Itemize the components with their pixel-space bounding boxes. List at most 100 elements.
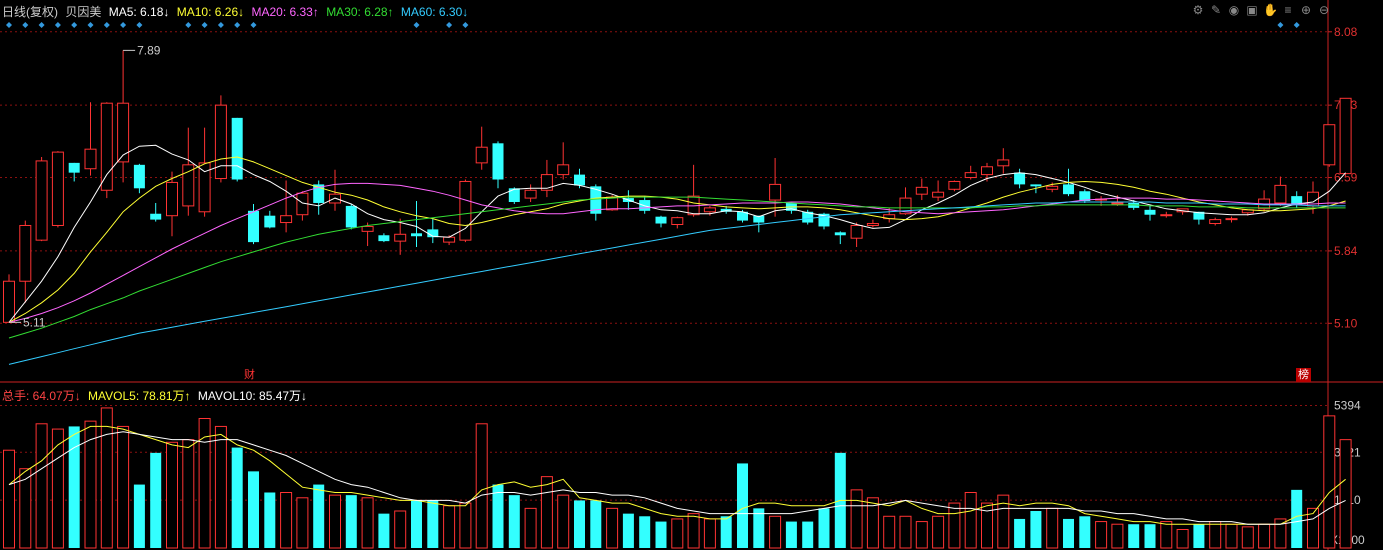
price-tick-label: 5.84 [1334,244,1358,258]
lock-icon[interactable]: ▣ [1246,3,1258,17]
candle-body [753,215,765,223]
candle-body [100,102,113,191]
candle-body [899,197,912,215]
ma-line-ma30 [8,196,1346,339]
gear-icon[interactable]: ⚙ [1192,3,1204,17]
candle-body [411,233,422,237]
pen-icon[interactable]: ✎ [1210,3,1222,17]
event-diamond-icon [120,22,127,28]
volume-bar [655,521,667,548]
event-diamond-icon [103,22,110,28]
event-diamond-icon [234,22,241,28]
ma5-legend: MA5: 6.18↓ [108,5,170,19]
volume-bar [524,507,537,549]
candle-body [1160,214,1173,217]
stock-name: 贝因美 [65,5,102,19]
candle-body [1128,202,1140,208]
candle-body [1193,211,1205,220]
event-diamond-icon [446,22,453,28]
volume-bar [1128,524,1140,548]
volume-bar [932,515,945,549]
hand-icon[interactable]: ✋ [1263,3,1278,17]
volume-bar [997,494,1010,549]
plus-icon[interactable]: ⊕ [1300,3,1312,17]
ma-line-ma10 [8,156,1346,323]
volume-bar [1030,511,1042,548]
candle-body [1144,209,1156,215]
candle-body [345,205,357,228]
candle-body [280,215,293,224]
volume-bar [1339,439,1352,549]
volume-bar [329,494,341,549]
volume-bar [606,507,619,549]
finance-tag[interactable]: 财 [244,369,255,381]
candle-body [1274,184,1287,204]
candle-body [981,166,993,176]
volume-bar [1323,415,1336,549]
ma10-legend: MA10: 6.26↓ [176,5,245,19]
volume-bar [1046,507,1059,549]
price-legend: 日线(复权) 贝因美 MA5: 6.18↓ MA10: 6.26↓ MA20: … [2,3,472,20]
volume-bar [769,515,782,549]
volume-bar [557,494,570,549]
candle-body [802,211,814,223]
volume-bar [737,463,748,548]
volume-bar [540,476,553,549]
ranking-tag[interactable]: 榜 [1296,368,1311,382]
event-diamond-icon [185,22,192,28]
mavol10-legend: MAVOL10: 85.47万↓ [197,389,308,403]
volume-bar [753,508,765,548]
eye-icon[interactable]: ◉ [1228,3,1240,17]
volume-bar [133,484,145,548]
minus-icon[interactable]: ⊖ [1318,3,1330,17]
candle-body [231,117,243,180]
volume-bar [703,518,716,549]
volume-bar [1014,518,1026,548]
volume-bar [378,513,390,548]
volume-bar [166,441,178,549]
candle-body [492,143,504,180]
price-tick-label: 8.08 [1334,25,1358,39]
ma-line-ma20 [8,182,1346,323]
volume-bar [1291,489,1303,548]
candle-body [524,189,537,199]
volume-bar [264,492,276,548]
candle-body [834,232,846,236]
volume-bar [866,497,879,549]
candle-body [378,235,390,242]
candle-body [818,213,830,227]
volume-bar [296,497,309,549]
candle-body [1014,172,1026,185]
candle-body [19,224,32,282]
volume-bar [459,502,472,549]
candle-body [932,191,945,198]
candle-body [248,210,259,243]
candle-body [997,159,1010,167]
volume-bar [720,516,732,548]
volume-bar [394,510,407,549]
event-diamond-icon [462,22,469,28]
volume-bar [1095,521,1108,549]
volume-total-legend: 总手: 64.07万↓ [2,389,81,403]
candle-body [769,183,782,201]
volume-bar [443,505,456,549]
period-label: 日线(复权) [2,5,58,19]
bars-icon[interactable]: ≡ [1284,3,1292,17]
candle-body [671,217,684,226]
candle-body [866,223,879,226]
volume-bar [19,468,32,549]
candle-body [1046,185,1059,190]
event-diamond-icon [217,22,224,28]
event-diamond-icon [250,22,257,28]
volume-legend: 总手: 64.07万↓ MAVOL5: 78.81万↑ MAVOL10: 85.… [2,387,311,404]
candle-body [459,180,472,241]
event-diamond-icon [87,22,94,28]
volume-bar [622,513,634,548]
candle-body [574,174,585,186]
candle-body [51,151,64,226]
volume-bar [345,495,357,548]
volume-bar [411,500,422,548]
volume-bar [361,497,374,549]
mavol5-line [8,425,1346,525]
